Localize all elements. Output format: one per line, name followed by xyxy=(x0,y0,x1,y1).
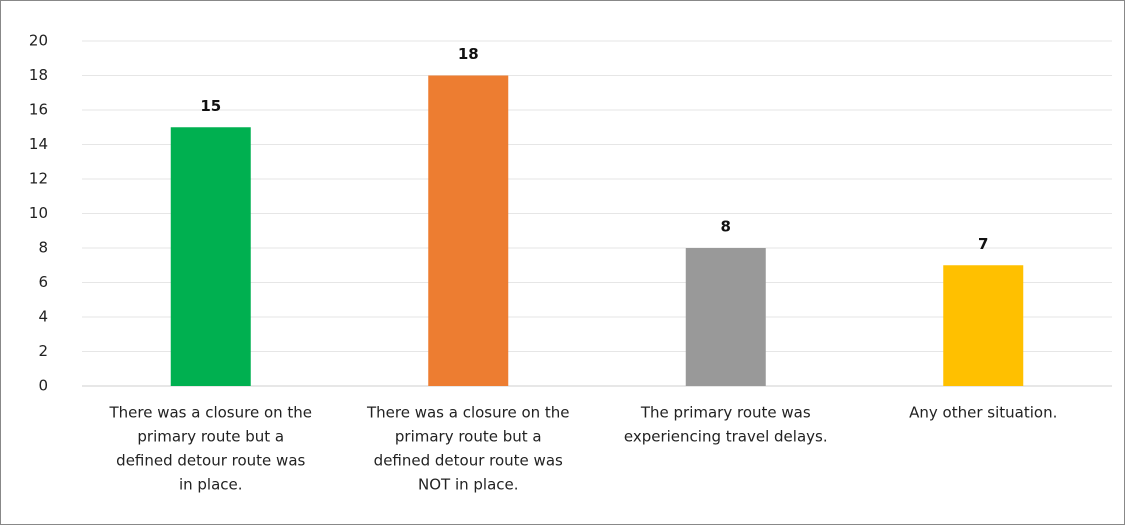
value-label: 18 xyxy=(458,45,479,63)
value-label: 15 xyxy=(200,97,221,115)
y-tick-label: 12 xyxy=(29,170,48,188)
value-label: 8 xyxy=(721,218,731,236)
bar xyxy=(685,248,766,386)
y-tick-label: 16 xyxy=(29,101,48,119)
x-tick-label: The primary route was xyxy=(640,404,811,422)
x-tick-label: primary route but a xyxy=(395,428,542,446)
x-tick-label: defined detour route was xyxy=(116,452,305,470)
y-tick-label: 0 xyxy=(38,377,48,395)
bar xyxy=(428,75,509,386)
x-tick-label: NOT in place. xyxy=(418,476,519,494)
x-tick-label: There was a closure on the xyxy=(108,404,312,422)
y-tick-label: 20 xyxy=(29,32,48,50)
bar xyxy=(170,127,251,386)
y-tick-label: 8 xyxy=(38,239,48,257)
y-tick-label: 2 xyxy=(38,342,48,360)
y-tick-label: 18 xyxy=(29,66,48,84)
y-tick-label: 4 xyxy=(38,308,48,326)
x-tick-label: primary route but a xyxy=(137,428,284,446)
y-tick-label: 10 xyxy=(29,204,48,222)
y-tick-label: 14 xyxy=(29,135,48,153)
x-tick-label: experiencing travel delays. xyxy=(624,428,828,446)
value-label: 7 xyxy=(978,235,988,253)
x-tick-label: in place. xyxy=(179,476,243,494)
x-tick-label: Any other situation. xyxy=(909,404,1057,422)
y-tick-label: 6 xyxy=(38,273,48,291)
x-tick-label: defined detour route was xyxy=(374,452,563,470)
bar xyxy=(943,265,1024,386)
x-tick-label: There was a closure on the xyxy=(366,404,570,422)
